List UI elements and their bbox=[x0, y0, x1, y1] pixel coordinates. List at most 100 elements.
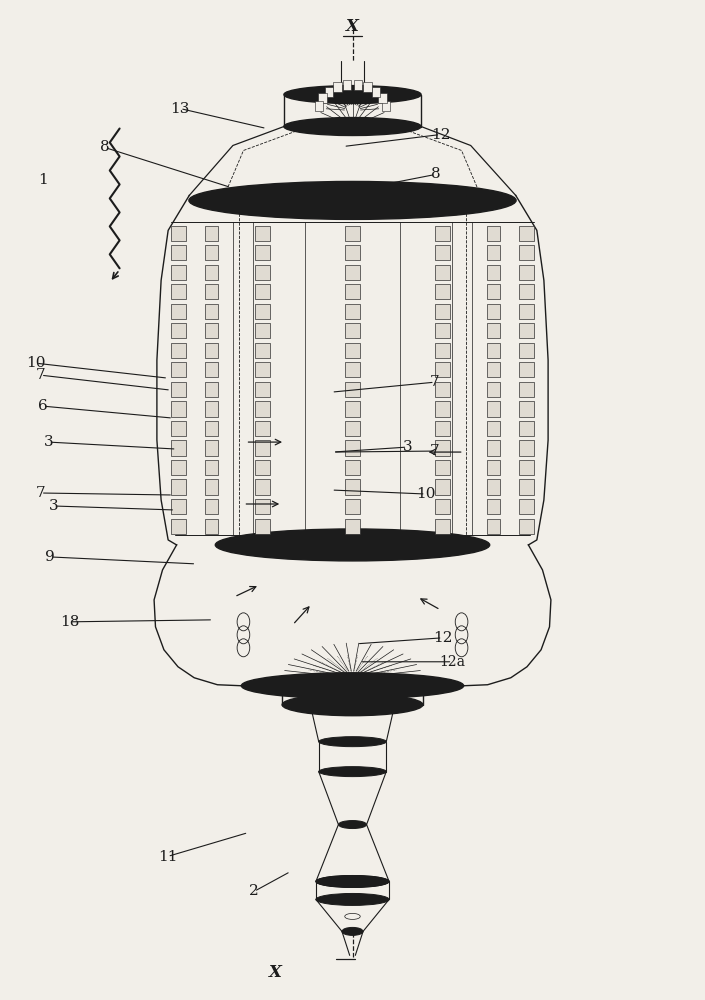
Bar bbox=[205, 401, 218, 417]
Bar bbox=[205, 440, 218, 456]
Bar bbox=[435, 226, 450, 241]
Bar bbox=[255, 226, 270, 241]
Bar bbox=[435, 304, 450, 319]
Bar bbox=[205, 343, 218, 358]
Text: 9: 9 bbox=[45, 550, 55, 564]
Ellipse shape bbox=[284, 118, 421, 136]
Bar bbox=[519, 265, 534, 280]
Bar bbox=[315, 101, 324, 111]
Bar bbox=[487, 382, 500, 397]
Bar bbox=[435, 245, 450, 260]
Bar bbox=[171, 245, 186, 260]
Bar bbox=[255, 401, 270, 417]
Bar bbox=[343, 80, 352, 90]
Bar bbox=[319, 93, 327, 103]
Bar bbox=[205, 265, 218, 280]
Bar bbox=[345, 382, 360, 397]
Ellipse shape bbox=[215, 529, 490, 561]
Bar bbox=[519, 362, 534, 377]
Ellipse shape bbox=[189, 181, 516, 219]
Bar bbox=[435, 401, 450, 417]
Ellipse shape bbox=[319, 767, 386, 777]
Text: 2: 2 bbox=[249, 884, 259, 898]
Bar bbox=[171, 362, 186, 377]
Bar bbox=[345, 421, 360, 436]
Bar bbox=[205, 499, 218, 514]
Bar bbox=[345, 401, 360, 417]
Bar bbox=[205, 284, 218, 299]
Bar bbox=[435, 265, 450, 280]
Bar bbox=[345, 226, 360, 241]
Text: 13: 13 bbox=[171, 102, 190, 116]
Text: X: X bbox=[269, 964, 281, 981]
Text: 13: 13 bbox=[319, 675, 339, 689]
Bar bbox=[255, 499, 270, 514]
Text: 10: 10 bbox=[416, 487, 436, 501]
Ellipse shape bbox=[338, 821, 367, 829]
Bar bbox=[435, 479, 450, 495]
Bar bbox=[345, 499, 360, 514]
Text: 8: 8 bbox=[431, 167, 441, 181]
Bar bbox=[487, 421, 500, 436]
Bar bbox=[255, 245, 270, 260]
Text: 7: 7 bbox=[430, 375, 440, 389]
Text: 6: 6 bbox=[38, 399, 48, 413]
Ellipse shape bbox=[241, 673, 464, 699]
Bar bbox=[333, 82, 341, 92]
Bar bbox=[487, 362, 500, 377]
Bar bbox=[171, 519, 186, 534]
Bar bbox=[519, 284, 534, 299]
Bar bbox=[205, 479, 218, 495]
Bar bbox=[345, 304, 360, 319]
Bar bbox=[519, 479, 534, 495]
Bar bbox=[487, 460, 500, 475]
Text: 8: 8 bbox=[100, 140, 110, 154]
Bar bbox=[205, 519, 218, 534]
Ellipse shape bbox=[319, 737, 386, 747]
Bar bbox=[345, 343, 360, 358]
Bar bbox=[255, 343, 270, 358]
Text: X: X bbox=[346, 18, 359, 35]
Bar bbox=[519, 323, 534, 338]
Text: 7: 7 bbox=[36, 368, 46, 382]
Bar bbox=[345, 460, 360, 475]
Bar bbox=[345, 479, 360, 495]
Bar bbox=[487, 519, 500, 534]
Bar bbox=[324, 87, 333, 97]
Bar bbox=[487, 440, 500, 456]
Text: 3: 3 bbox=[403, 440, 412, 454]
Bar bbox=[205, 304, 218, 319]
Bar bbox=[255, 440, 270, 456]
Bar bbox=[519, 343, 534, 358]
Bar bbox=[487, 401, 500, 417]
Bar bbox=[171, 421, 186, 436]
Bar bbox=[519, 226, 534, 241]
Bar bbox=[345, 362, 360, 377]
Ellipse shape bbox=[342, 927, 363, 935]
Bar bbox=[435, 362, 450, 377]
Text: 10: 10 bbox=[26, 356, 46, 370]
Bar bbox=[345, 284, 360, 299]
Bar bbox=[255, 362, 270, 377]
Bar bbox=[345, 265, 360, 280]
Ellipse shape bbox=[282, 675, 423, 697]
Bar bbox=[345, 519, 360, 534]
Bar bbox=[171, 499, 186, 514]
Text: 3: 3 bbox=[44, 435, 54, 449]
Bar bbox=[519, 519, 534, 534]
Ellipse shape bbox=[282, 694, 423, 716]
Bar bbox=[519, 382, 534, 397]
Bar bbox=[519, 421, 534, 436]
Text: 7: 7 bbox=[36, 486, 46, 500]
Bar bbox=[519, 440, 534, 456]
Bar bbox=[255, 519, 270, 534]
Bar bbox=[487, 284, 500, 299]
Bar bbox=[171, 440, 186, 456]
Bar bbox=[435, 421, 450, 436]
Text: 12: 12 bbox=[433, 631, 453, 645]
Bar bbox=[487, 479, 500, 495]
Bar bbox=[171, 265, 186, 280]
Bar bbox=[255, 479, 270, 495]
Ellipse shape bbox=[316, 875, 389, 887]
Bar bbox=[205, 323, 218, 338]
